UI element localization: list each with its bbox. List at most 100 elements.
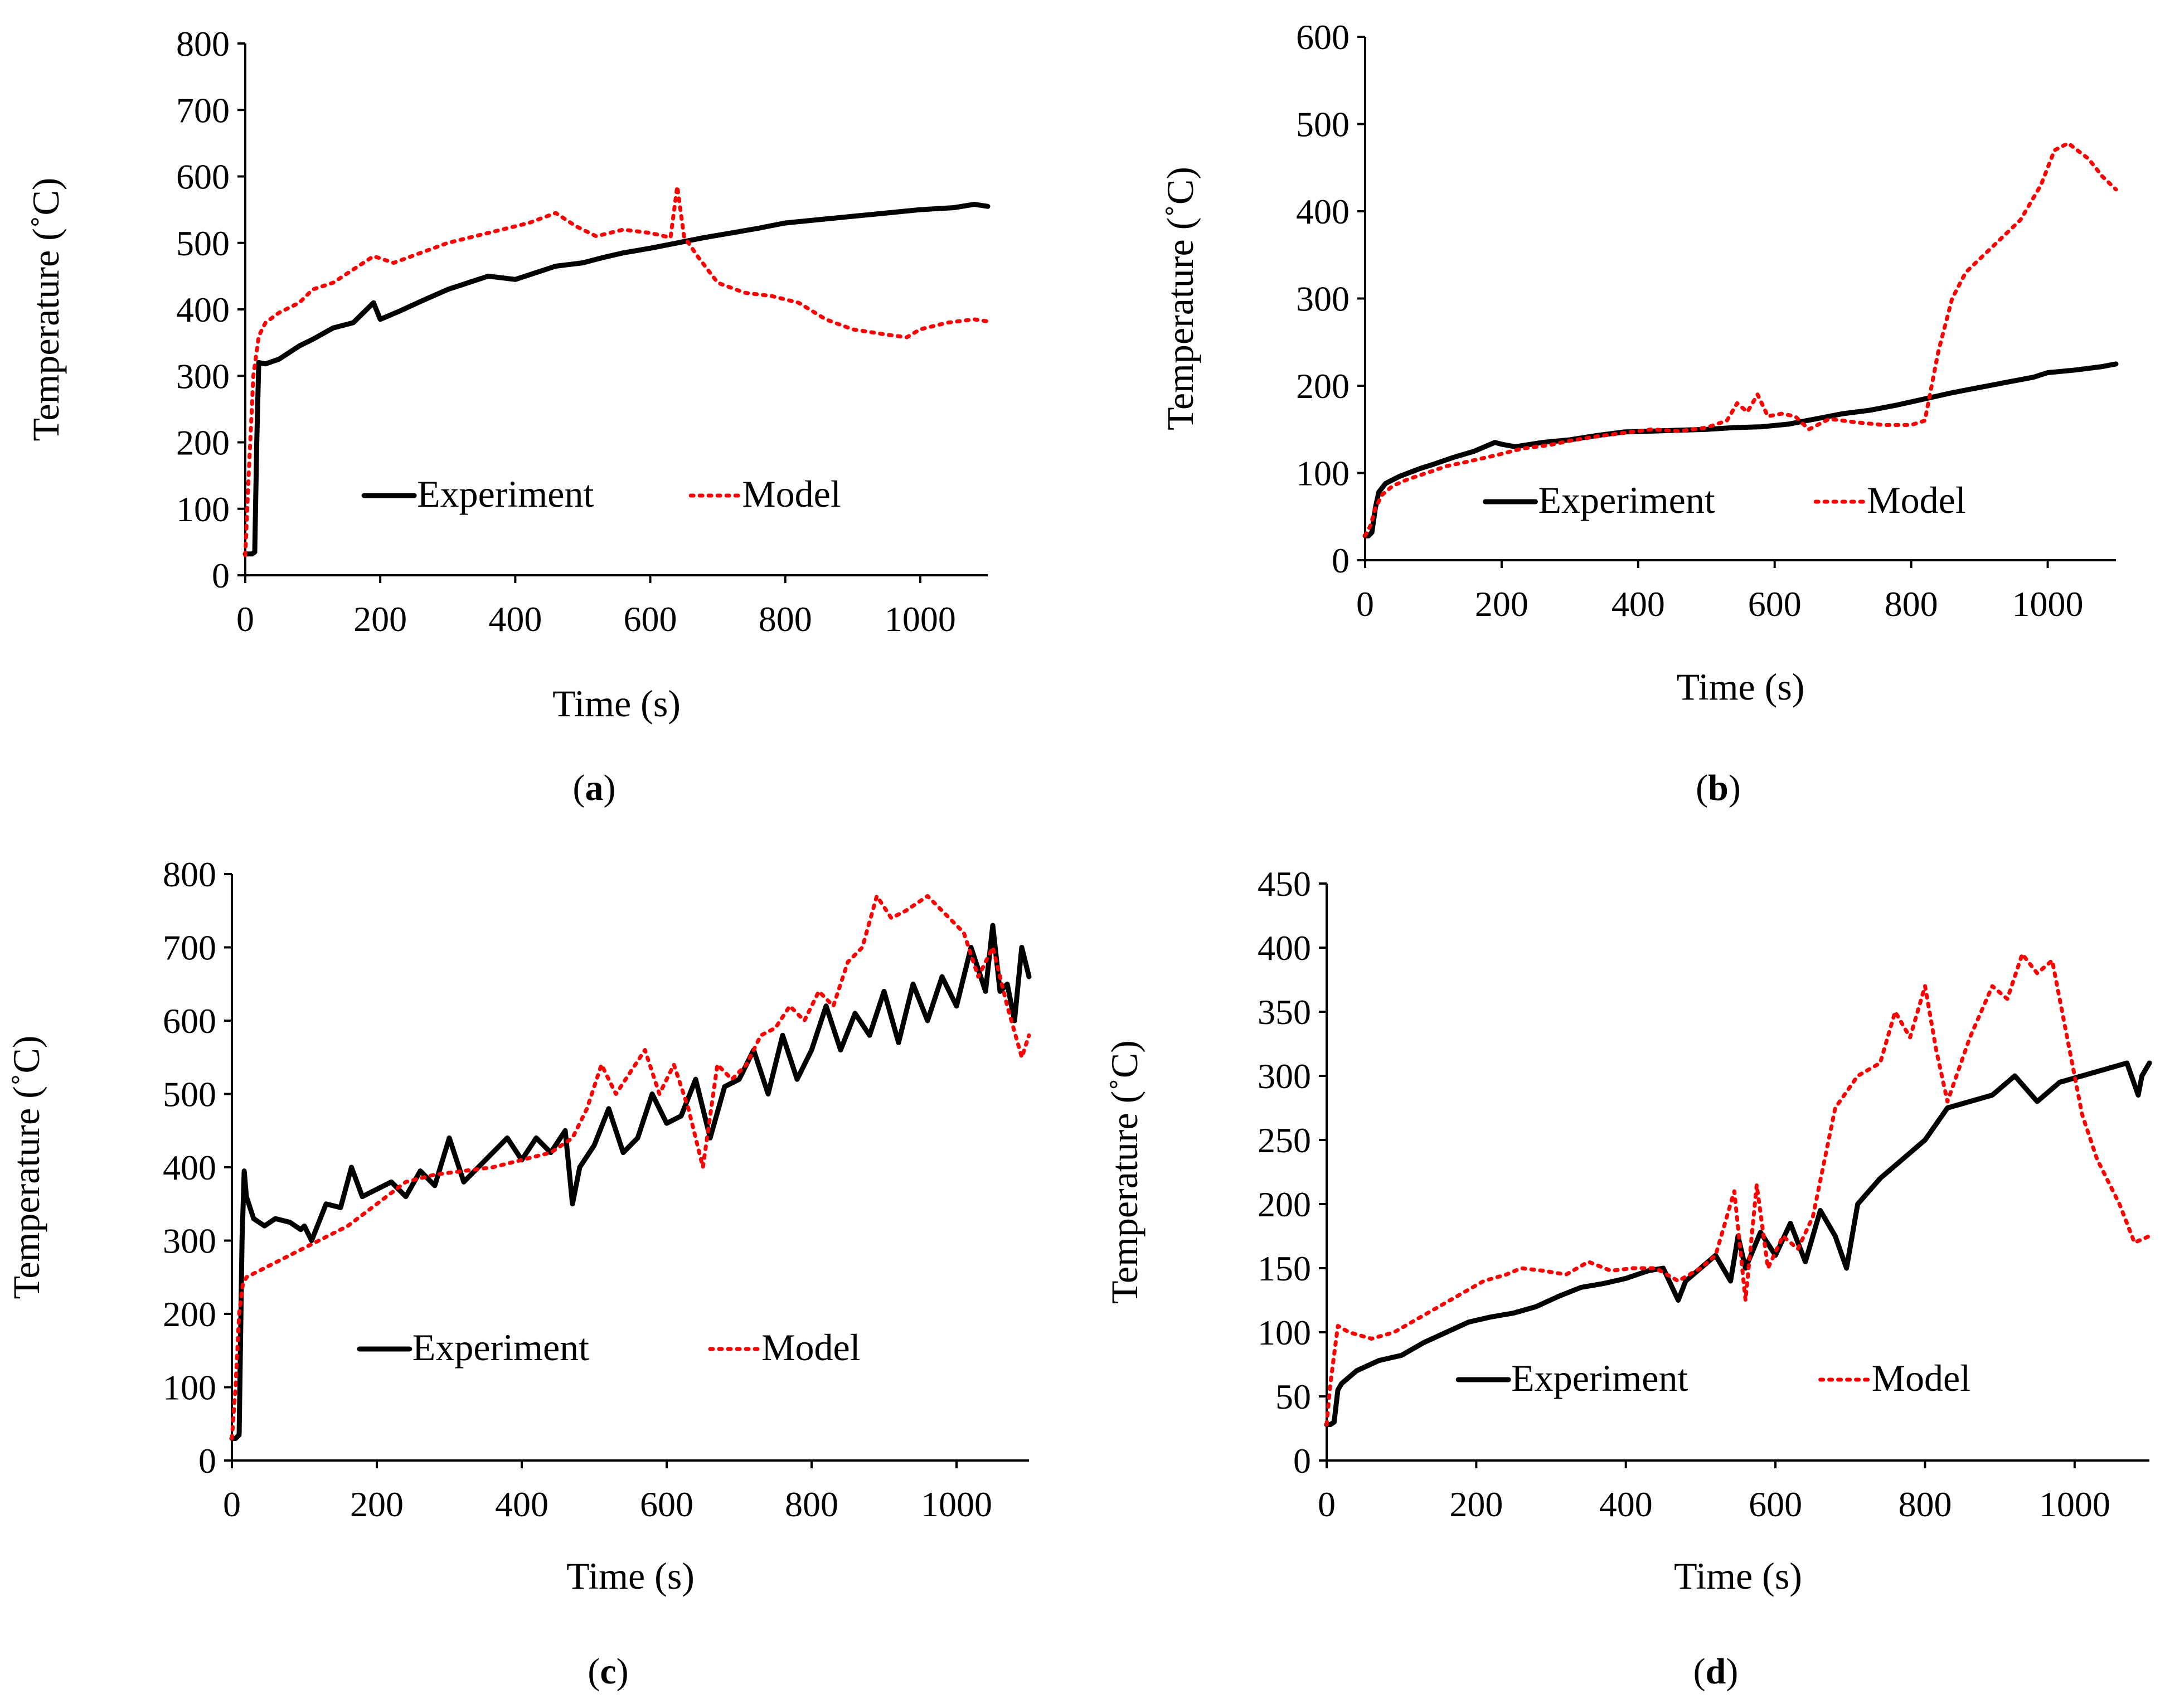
y-tick-label: 100 [176,489,230,529]
x-tick-label: 400 [1599,1484,1653,1524]
y-tick-label: 200 [1258,1185,1311,1224]
y-tick-label: 50 [1275,1377,1311,1416]
legend-label-experiment: Experiment [1511,1357,1688,1399]
y-tick-label: 200 [163,1294,216,1334]
x-tick-label: 400 [1611,584,1665,624]
y-tick-label: 250 [1258,1120,1311,1160]
panel-letter: c [600,1651,616,1692]
x-tick-label: 1000 [2012,584,2084,624]
y-tick-label: 700 [176,90,230,130]
x-tick-label: 0 [1318,1484,1336,1524]
x-tick-label: 600 [640,1484,693,1524]
x-tick-label: 600 [1749,1484,1802,1524]
y-tick-label: 400 [176,290,230,329]
y-tick-label: 100 [1296,454,1350,493]
x-tick-label: 0 [236,599,254,639]
y-tick-label: 800 [163,855,216,894]
x-tick-label: 800 [1885,584,1938,624]
x-tick-label: 200 [353,599,407,639]
legend-label-model: Model [1867,479,1966,521]
y-tick-label: 350 [1258,992,1311,1032]
panel-label: (a) [573,768,616,808]
x-tick-label: 200 [1449,1484,1503,1524]
x-tick-label: 400 [495,1484,549,1524]
x-tick-label: 400 [488,599,542,639]
x-tick-label: 800 [759,599,812,639]
x-axis-title: Time (s) [1677,666,1805,708]
legend: Experiment Model [357,1326,861,1369]
x-tick-label: 800 [1898,1484,1952,1524]
y-tick-label: 800 [176,24,230,64]
y-tick-label: 450 [1258,864,1311,904]
y-tick-label: 0 [1293,1441,1311,1481]
x-tick-label: 200 [350,1484,404,1524]
series-line-model [1363,141,2118,538]
x-axis-title: Time (s) [552,682,681,725]
y-tick-label: 600 [176,157,230,197]
x-tick-label: 200 [1475,584,1528,624]
panel-letter: a [585,768,604,808]
legend-label-model: Model [1872,1357,1971,1399]
x-tick-label: 0 [1356,584,1374,624]
x-tick-label: 0 [223,1484,241,1524]
legend-label-model: Model [761,1326,861,1369]
y-axis-title: Temperature (˚C) [1159,167,1201,430]
y-tick-label: 400 [1258,928,1311,968]
panel-label: (b) [1696,768,1741,808]
y-tick-label: 300 [176,356,230,396]
series-line-model [243,184,990,557]
y-tick-label: 300 [1258,1056,1311,1096]
x-tick-label: 1000 [2039,1484,2110,1524]
legend: Experiment Model [1455,1357,1971,1399]
series-line-model [230,894,1031,1441]
y-tick-label: 0 [212,556,230,595]
panel-label: (d) [1693,1651,1739,1692]
panel-label: (c) [588,1651,628,1692]
chart-panel-b: 0 100 200 300 400 500 600 0 200 400 600 800 1000 Time… [1159,17,2119,808]
series-line-model [1324,952,2152,1427]
y-tick-label: 500 [1296,105,1350,144]
legend-label-experiment: Experiment [1538,479,1715,521]
y-tick-label: 400 [1296,192,1350,231]
legend-label-model: Model [742,473,841,515]
y-axis-title: Temperature (˚C) [5,1036,47,1299]
chart-panel-d: 0 50 100 150 200 250 300 350 400 450 0 200 400 600 800… [1103,864,2152,1692]
y-tick-label: 300 [163,1221,216,1261]
y-tick-label: 300 [1296,279,1350,319]
chart-panel-c: 0 100 200 300 400 500 600 700 800 0 200 400 600 800 10… [5,855,1032,1692]
y-tick-label: 0 [1332,541,1350,580]
y-tick-label: 500 [176,224,230,263]
y-axis-title: Temperature (˚C) [25,178,67,441]
legend-label-experiment: Experiment [412,1326,589,1369]
x-tick-label: 600 [1748,584,1802,624]
y-tick-label: 600 [163,1001,216,1041]
legend: Experiment Model [361,473,841,515]
y-axis-title: Temperature (˚C) [1103,1040,1145,1304]
y-tick-label: 0 [198,1441,216,1481]
x-tick-label: 800 [785,1484,838,1524]
legend: Experiment Model [1483,479,1966,521]
series-line-experiment [242,202,991,557]
x-axis-title: Time (s) [566,1555,695,1597]
chart-panel-a: 0 100 200 300 400 500 600 700 800 0 200 400 600 800 10… [25,24,991,808]
y-tick-label: 400 [163,1148,216,1187]
series-line-experiment [1324,1060,2152,1428]
y-tick-label: 150 [1258,1249,1311,1288]
series-line-experiment [1362,361,2119,538]
panel-letter: d [1706,1651,1726,1692]
y-tick-label: 200 [1296,366,1350,406]
x-tick-label: 1000 [921,1484,992,1524]
y-tick-label: 500 [163,1075,216,1114]
x-axis-title: Time (s) [1674,1555,1802,1597]
y-tick-label: 100 [1258,1313,1311,1352]
y-tick-label: 100 [163,1368,216,1408]
series-line-experiment [229,923,1032,1442]
y-tick-label: 200 [176,423,230,463]
y-tick-label: 700 [163,928,216,968]
legend-label-experiment: Experiment [417,473,594,515]
y-tick-label: 600 [1296,17,1350,57]
panel-letter: b [1708,768,1729,808]
x-tick-label: 1000 [885,599,956,639]
x-tick-label: 600 [624,599,677,639]
